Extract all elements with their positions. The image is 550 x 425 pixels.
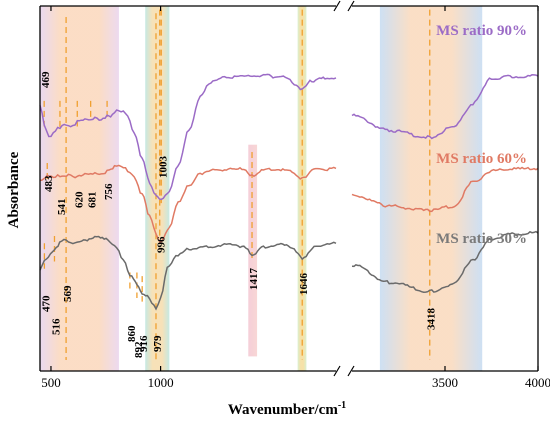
shaded-band-0 <box>40 6 119 371</box>
peak-label-470: 470 <box>40 295 52 312</box>
series-line-ms30-right <box>351 230 539 293</box>
series-line-ms90-right <box>351 74 539 140</box>
axis-break-a-1 <box>333 365 341 377</box>
shaded-band-2 <box>248 144 258 357</box>
peak-label-3418: 3418 <box>426 308 438 331</box>
peak-label-1003: 1003 <box>157 156 169 179</box>
series-line-ms60-left <box>40 164 337 243</box>
x-tick-label-500: 500 <box>41 375 61 390</box>
axis-break-a-0 <box>333 0 341 12</box>
series-line-ms30-left <box>39 235 337 311</box>
peak-label-620: 620 <box>73 191 85 208</box>
axis-break-b-0 <box>347 0 355 12</box>
series-label-30: MS ratio 30% <box>436 231 527 247</box>
x-axis-label-superscript: -1 <box>338 400 346 411</box>
series-line-ms60-right <box>351 166 539 213</box>
shaded-bands <box>40 6 483 371</box>
peak-label-569: 569 <box>62 285 74 302</box>
peak-label-756: 756 <box>103 183 115 200</box>
peak-label-979: 979 <box>152 335 164 352</box>
peak-markers <box>43 9 431 361</box>
series-label-90: MS ratio 90% <box>436 23 527 39</box>
peak-label-469: 469 <box>40 71 52 88</box>
peak-label-1417: 1417 <box>248 268 260 291</box>
shaded-band-1 <box>145 6 170 371</box>
peak-label-892: 892 <box>133 341 145 358</box>
peak-label-541: 541 <box>56 199 68 216</box>
axis-break-b-1 <box>347 365 355 377</box>
x-axis-label: Wavenumber/cm-1 <box>228 400 346 418</box>
series-label-60: MS ratio 60% <box>436 151 527 167</box>
x-tick-label-3500: 3500 <box>432 375 458 390</box>
peak-label-1646: 1646 <box>298 273 310 296</box>
series-group <box>39 73 539 311</box>
x-tick-label-1000: 1000 <box>148 375 174 390</box>
series-line-ms90-left <box>39 73 337 201</box>
shaded-band-4 <box>379 6 483 371</box>
peak-label-996: 996 <box>156 236 168 253</box>
labels: MS ratio 90% MS ratio 60% MS ratio 30% 469 4… <box>40 23 527 358</box>
shaded-band-3 <box>297 6 307 371</box>
peak-label-681: 681 <box>87 192 99 209</box>
axes: 500 1000 3500 4000 <box>39 0 550 390</box>
peak-label-916: 916 <box>138 335 150 352</box>
y-axis-label: Absorbance <box>6 151 22 228</box>
x-tick-label-4000: 4000 <box>525 375 550 390</box>
x-axis-label-text: Wavenumber/cm <box>228 402 338 418</box>
peak-label-483: 483 <box>43 175 55 192</box>
peak-label-860: 860 <box>126 325 138 342</box>
peak-label-516: 516 <box>51 318 63 335</box>
